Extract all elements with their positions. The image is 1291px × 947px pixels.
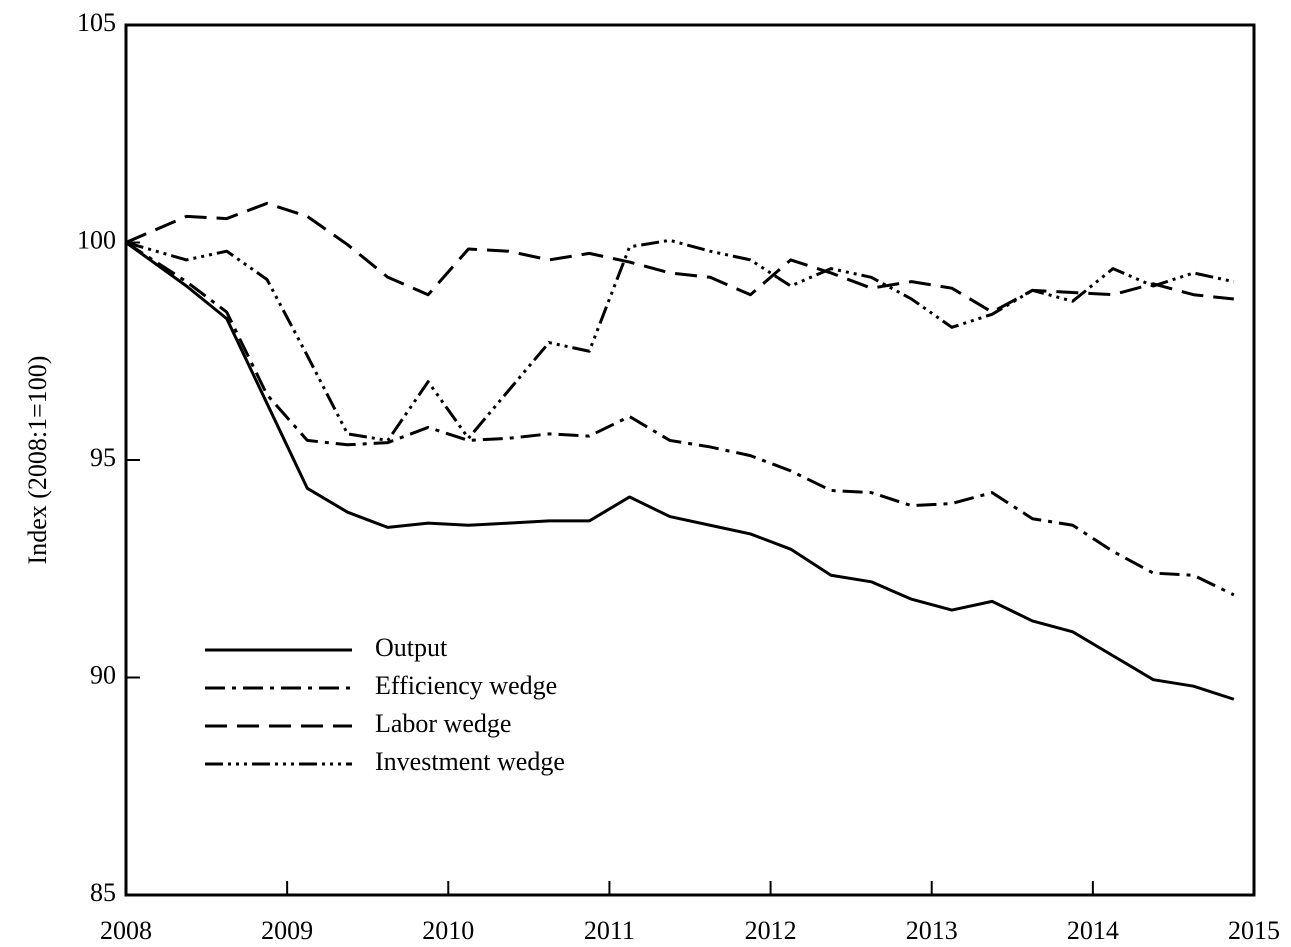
x-tick-label: 2013 [906,916,958,945]
legend-label: Output [375,633,448,662]
legend-label: Labor wedge [375,709,511,738]
x-tick-label: 2015 [1228,916,1280,945]
y-tick-label: 100 [77,225,116,254]
x-tick-label: 2008 [100,916,152,945]
x-tick-label: 2009 [261,916,313,945]
line-series [125,201,1235,314]
x-tick-label: 2011 [584,916,635,945]
y-tick-label: 95 [90,443,116,472]
line-series [125,238,1235,442]
y-tick-label: 85 [90,878,116,907]
y-tick-label: 90 [90,660,116,689]
legend-label: Investment wedge [375,747,565,776]
y-tick-label: 105 [77,8,116,37]
x-tick-label: 2010 [422,916,474,945]
x-tick-label: 2012 [745,916,797,945]
line-series [125,241,1235,701]
legend-label: Efficiency wedge [375,671,557,700]
y-axis-label: Index (2008:1=100) [23,356,52,565]
x-tick-label: 2014 [1067,916,1119,945]
line-series [125,241,1235,597]
